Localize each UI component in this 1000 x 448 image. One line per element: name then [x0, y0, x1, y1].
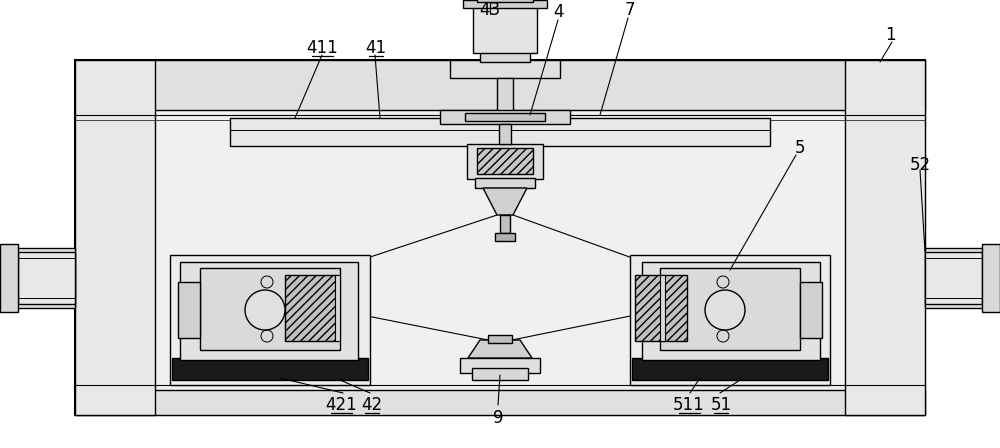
Bar: [500, 215, 510, 233]
Bar: [472, 368, 528, 380]
Bar: [0, 248, 75, 308]
Bar: [982, 244, 1000, 312]
Bar: [75, 60, 925, 415]
Bar: [473, 3, 537, 53]
Bar: [465, 113, 545, 121]
Bar: [499, 124, 511, 144]
Bar: [800, 282, 822, 338]
Text: 4: 4: [553, 3, 563, 21]
Polygon shape: [483, 188, 527, 215]
Bar: [475, 178, 535, 188]
Bar: [642, 262, 820, 360]
Bar: [467, 144, 543, 179]
Bar: [460, 358, 540, 373]
Bar: [463, 0, 547, 8]
Bar: [75, 60, 155, 415]
Text: 511: 511: [673, 396, 705, 414]
Bar: [632, 358, 828, 380]
Bar: [0, 244, 18, 312]
Text: 7: 7: [625, 1, 635, 19]
Text: 9: 9: [493, 409, 503, 427]
Bar: [172, 358, 368, 380]
Circle shape: [245, 290, 285, 330]
Bar: [480, 50, 530, 62]
Bar: [477, 0, 533, 2]
Bar: [335, 275, 340, 341]
Polygon shape: [468, 340, 532, 358]
Text: 52: 52: [909, 156, 931, 174]
Bar: [488, 335, 512, 343]
Bar: [200, 268, 340, 350]
Bar: [75, 60, 925, 110]
Text: 411: 411: [306, 39, 338, 57]
Bar: [845, 60, 925, 415]
Bar: [440, 110, 570, 124]
Bar: [285, 275, 337, 341]
Bar: [925, 252, 982, 304]
Bar: [230, 118, 770, 146]
Bar: [477, 148, 533, 174]
Bar: [18, 252, 75, 304]
Text: 51: 51: [710, 396, 732, 414]
Text: 43: 43: [479, 1, 501, 19]
Bar: [450, 60, 560, 78]
Bar: [180, 262, 358, 360]
Bar: [660, 268, 800, 350]
Bar: [178, 282, 200, 338]
Text: 421: 421: [325, 396, 357, 414]
Text: 42: 42: [361, 396, 383, 414]
Bar: [660, 275, 665, 341]
Text: 5: 5: [795, 139, 805, 157]
Circle shape: [705, 290, 745, 330]
Bar: [497, 78, 513, 113]
Text: 41: 41: [365, 39, 387, 57]
Bar: [75, 390, 925, 415]
Bar: [170, 255, 370, 385]
Bar: [925, 248, 1000, 308]
Bar: [630, 255, 830, 385]
Bar: [635, 275, 687, 341]
Bar: [495, 233, 515, 241]
Text: 1: 1: [885, 26, 895, 44]
